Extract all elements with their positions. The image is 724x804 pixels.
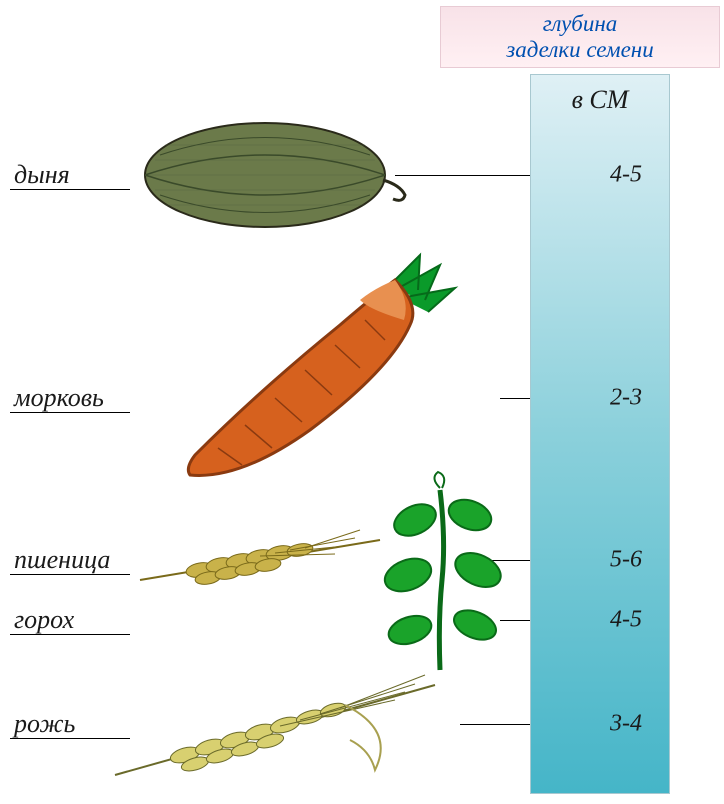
underline-melon xyxy=(10,189,130,190)
underline-pea xyxy=(10,634,130,635)
title-line2: заделки семени xyxy=(506,37,653,63)
rye-icon xyxy=(95,660,455,790)
title-line1: глубина xyxy=(543,11,618,37)
depth-melon: 4-5 xyxy=(610,162,642,189)
underline-wheat xyxy=(10,574,130,575)
leader-rye xyxy=(460,724,530,725)
leader-carrot xyxy=(500,398,530,399)
label-pea: горох xyxy=(14,605,74,635)
title-band: глубина заделки семени xyxy=(440,6,720,68)
wheat-icon xyxy=(130,520,390,600)
underline-carrot xyxy=(10,412,130,413)
scale-header: в СМ xyxy=(531,85,669,115)
melon-icon xyxy=(135,115,415,245)
pea-icon xyxy=(360,470,530,680)
depth-rye: 3-4 xyxy=(610,711,642,738)
depth-carrot: 2-3 xyxy=(610,385,642,412)
depth-wheat: 5-6 xyxy=(610,547,642,574)
label-rye: рожь xyxy=(14,709,75,739)
depth-pea: 4-5 xyxy=(610,607,642,634)
leader-melon xyxy=(395,175,530,176)
label-melon: дыня xyxy=(14,160,70,190)
label-wheat: пшеница xyxy=(14,545,110,575)
depth-scale: в СМ xyxy=(530,74,670,794)
carrot-icon xyxy=(160,250,470,490)
label-carrot: морковь xyxy=(14,383,104,413)
